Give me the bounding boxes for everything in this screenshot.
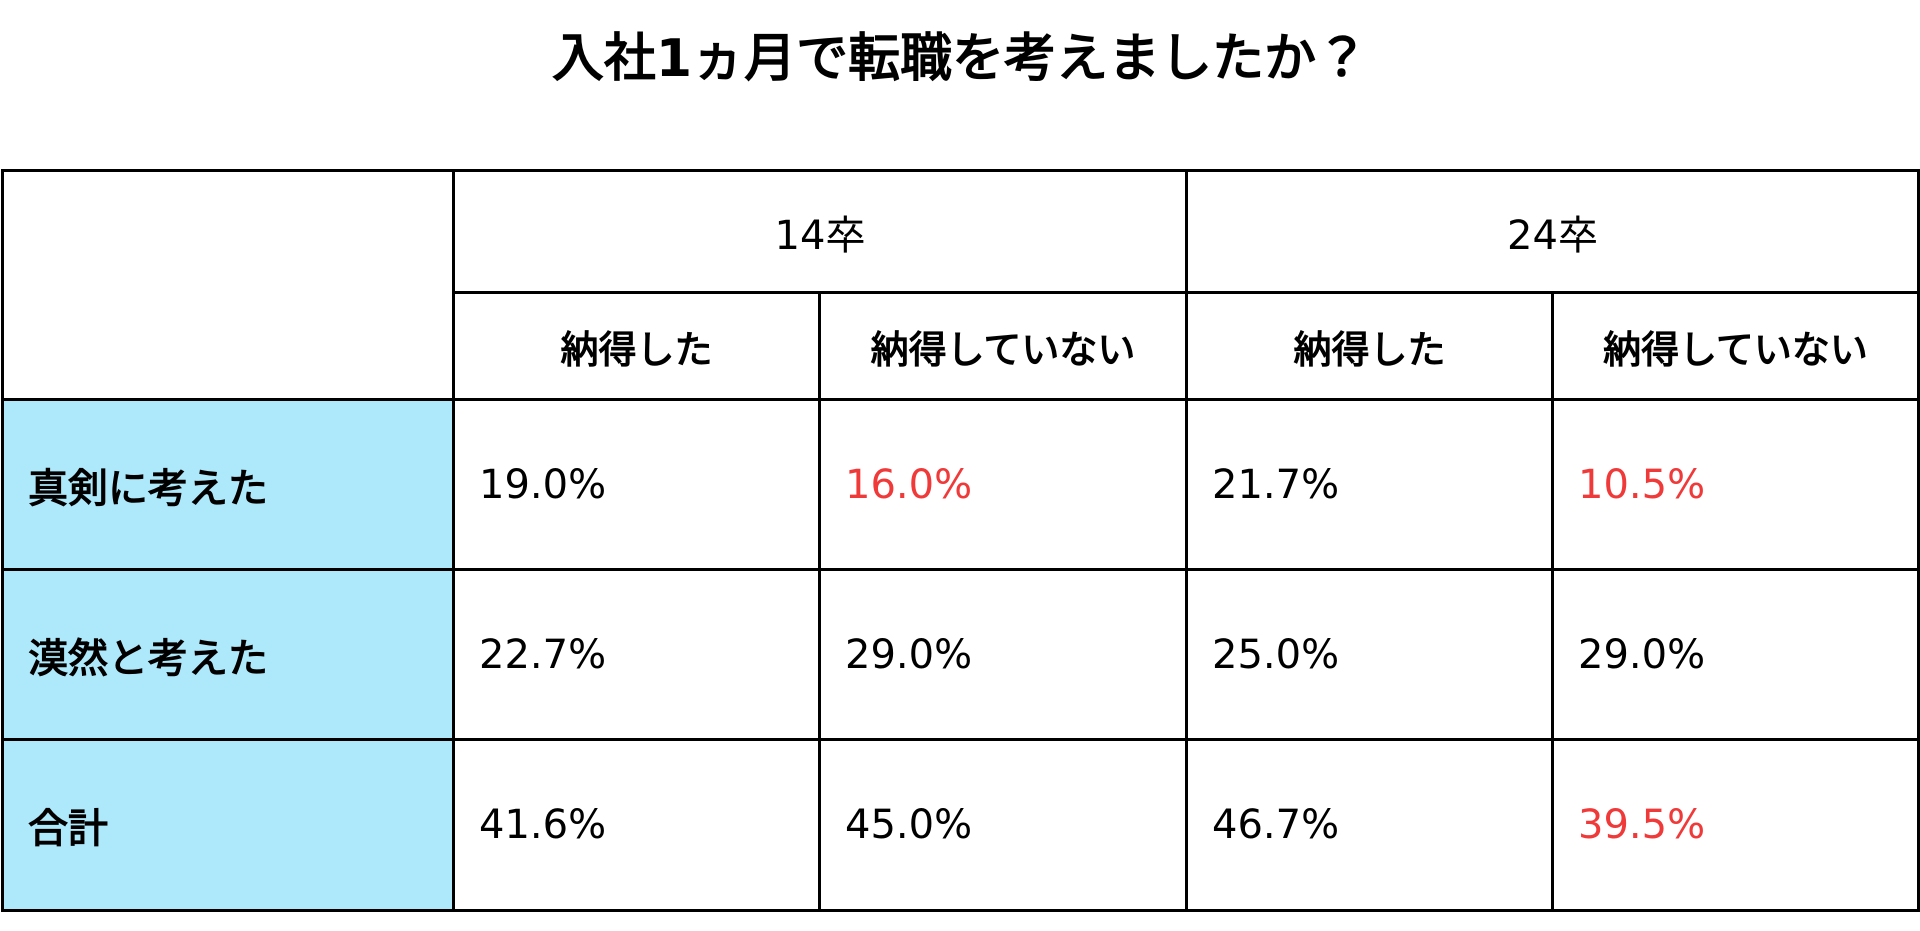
value-cell: 16.0% [818, 398, 1188, 571]
sub-header: 納得した [452, 291, 821, 401]
group-header: 24卒 [1185, 169, 1920, 294]
data-row: 漠然と考えた 22.7% 29.0% 25.0% 29.0% [1, 568, 1920, 741]
page-title: 入社1ヵ月で転職を考えましたか？ [551, 29, 1369, 89]
row-label: 合計 [1, 738, 455, 912]
subheader-row: 納得した 納得していない 納得した 納得していない [3, 291, 1920, 401]
group-header: 14卒 [452, 169, 1188, 294]
value-cell: 29.0% [1551, 568, 1920, 741]
sub-header: 納得していない [1551, 291, 1920, 401]
value-cell: 25.0% [1185, 568, 1554, 741]
value-cell: 45.0% [818, 738, 1188, 912]
row-label: 漠然と考えた [1, 568, 455, 741]
data-row: 真剣に考えた 19.0% 16.0% 21.7% 10.5% [1, 398, 1920, 571]
value-cell: 41.6% [452, 738, 821, 912]
header-row: 14卒 24卒 [1, 169, 1920, 401]
value-cell: 29.0% [818, 568, 1188, 741]
row-label: 真剣に考えた [1, 398, 455, 571]
data-row: 合計 41.6% 45.0% 46.7% 39.5% [1, 738, 1920, 912]
value-cell: 39.5% [1551, 738, 1920, 912]
value-cell: 22.7% [452, 568, 821, 741]
table-body: 14卒 24卒 納得した 納得していない 納得した 納得していない 真剣に考えた 19.0% 1… [1, 169, 1920, 912]
sub-header: 納得していない [818, 291, 1188, 401]
corner-cell [1, 169, 455, 401]
data-table: 14卒 24卒 納得した 納得していない 納得した 納得していない 真剣に考えた 19.0% 1… [1, 169, 1920, 912]
value-cell: 21.7% [1185, 398, 1554, 571]
value-cell: 46.7% [1185, 738, 1554, 912]
value-cell: 19.0% [452, 398, 821, 571]
sub-header: 納得した [1185, 291, 1554, 401]
value-cell: 10.5% [1551, 398, 1920, 571]
